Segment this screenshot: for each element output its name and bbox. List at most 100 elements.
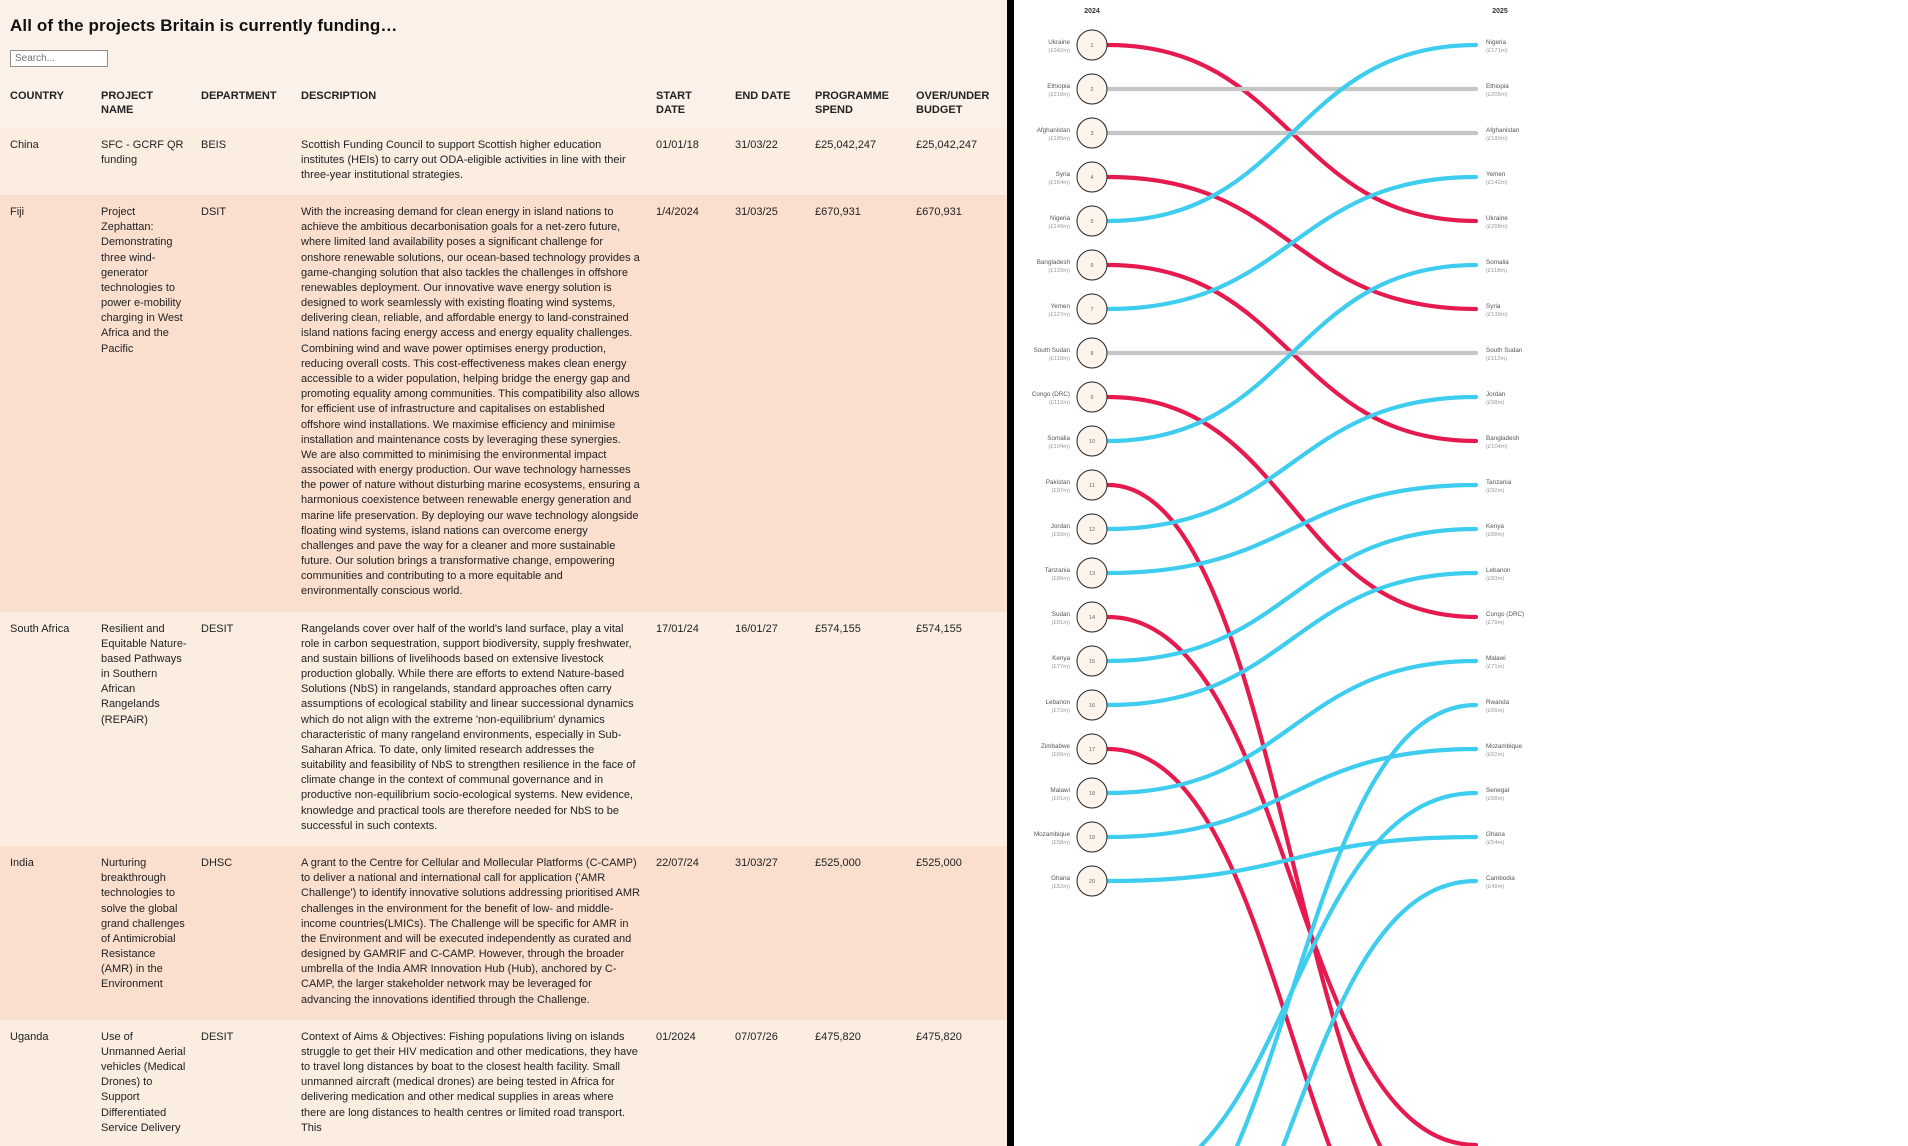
chart-left-label-value: (£112m): [1049, 400, 1070, 406]
chart-link: [1105, 394, 1479, 620]
chart-left-label-value: (£58m): [1052, 840, 1070, 846]
cell-project: Nurturing breakthrough technologies to s…: [101, 856, 185, 991]
chart-link: [1105, 834, 1479, 884]
chart-right-label-name: Ghana: [1486, 831, 1505, 838]
cell-budget: £475,820: [916, 1030, 962, 1043]
chart-right-label-value: (£62m): [1486, 752, 1504, 758]
cell-start: 22/07/24: [656, 856, 699, 869]
col-department: DEPARTMENT: [201, 90, 277, 102]
chart-link: [1105, 746, 1332, 1146]
chart-node-rank: 5: [1090, 219, 1093, 225]
chart-right-label-value: (£98m): [1486, 400, 1504, 406]
chart-left-label-value: (£72m): [1052, 708, 1070, 714]
chart-node[interactable]: [1076, 425, 1108, 457]
chart-left-label-value: (£66m): [1052, 752, 1070, 758]
chart-left-label-value: (£149m): [1048, 224, 1070, 230]
table-row: South Africa Resilient and Equitable Natu…: [0, 611, 1007, 846]
chart-right-label-value: (£54m): [1486, 840, 1504, 846]
chart-right-label-name: Kenya: [1486, 523, 1504, 530]
chart-right-label-value: (£104m): [1486, 444, 1508, 450]
chart-right-label-name: Syria: [1486, 303, 1501, 310]
chart-node[interactable]: [1076, 469, 1108, 501]
col-end-date: END DATE: [735, 90, 791, 102]
chart-right-label-value: (£66m): [1486, 708, 1504, 714]
col-project-name: PROJECT NAME: [101, 90, 153, 117]
chart-node[interactable]: [1076, 821, 1108, 853]
chart-left-label-name: Ghana: [1051, 875, 1070, 882]
chart-left-label-value: (£86m): [1052, 576, 1070, 582]
cell-description: Context of Aims & Objectives: Fishing po…: [301, 1030, 638, 1134]
chart-node[interactable]: [1076, 117, 1108, 149]
cell-description: Rangelands cover over half of the world'…: [301, 622, 636, 832]
cell-spend: £25,042,247: [815, 138, 877, 151]
chart-node-rank: 14: [1089, 615, 1095, 621]
cell-start: 17/01/24: [656, 622, 699, 635]
cell-country: Uganda: [10, 1030, 49, 1043]
chart-node[interactable]: [1076, 513, 1108, 545]
chart-right-label-value: (£205m): [1486, 92, 1508, 98]
chart-link: [1105, 482, 1383, 1146]
chart-node[interactable]: [1076, 557, 1108, 589]
table-row: Fiji Project Zephattan: Demonstrating thr…: [0, 195, 1007, 612]
cell-department: BEIS: [201, 138, 227, 151]
chart-column-left-label: 2024: [1084, 8, 1100, 15]
search-input[interactable]: [10, 50, 108, 67]
chart-right-label-name: Yemen: [1486, 171, 1506, 178]
chart-node[interactable]: [1076, 733, 1108, 765]
chart-node[interactable]: [1076, 249, 1108, 281]
chart-node[interactable]: [1076, 205, 1108, 237]
table-row: India Nurturing breakthrough technologies…: [0, 845, 1007, 1020]
chart-right-label-name: Mozambique: [1486, 743, 1523, 750]
cell-budget: £574,155: [916, 622, 962, 635]
chart-node[interactable]: [1076, 689, 1108, 721]
chart-link: [1280, 878, 1479, 1146]
chart-right-label-value: (£118m): [1486, 268, 1507, 274]
chart-node-rank: 8: [1090, 351, 1093, 357]
chart-right-label-value: (£142m): [1486, 180, 1508, 186]
chart-left-label-value: (£92m): [1052, 532, 1070, 538]
cell-end: 31/03/25: [735, 206, 778, 219]
chart-node[interactable]: [1076, 645, 1108, 677]
cell-country: China: [10, 138, 39, 151]
chart-left-label-name: Bangladesh: [1037, 259, 1071, 266]
chart-right-label-name: Congo (DRC): [1486, 611, 1524, 618]
chart-node[interactable]: [1076, 161, 1108, 193]
cell-end: 07/07/26: [735, 1030, 778, 1043]
cell-spend: £475,820: [815, 1030, 861, 1043]
chart-left-label-value: (£81m): [1052, 620, 1070, 626]
chart-left-label-name: South Sudan: [1034, 347, 1071, 354]
chart-node[interactable]: [1076, 777, 1108, 809]
chart-node-rank: 16: [1089, 703, 1095, 709]
cell-project: Resilient and Equitable Nature-based Pat…: [101, 622, 187, 726]
chart-node[interactable]: [1076, 73, 1108, 105]
chart-right-label-value: (£79m): [1486, 620, 1504, 626]
chart-left-label-name: Jordan: [1051, 523, 1071, 530]
chart-right-label-name: Rwanda: [1486, 699, 1510, 706]
chart-node-rank: 3: [1090, 131, 1093, 137]
chart-node-rank: 19: [1089, 835, 1095, 841]
chart-link: [1105, 658, 1479, 796]
chart-node[interactable]: [1076, 865, 1108, 897]
chart-node[interactable]: [1076, 29, 1108, 61]
chart-right-label-value: (£92m): [1486, 488, 1504, 494]
chart-link: [1105, 394, 1479, 532]
chart-node[interactable]: [1076, 601, 1108, 633]
chart-node[interactable]: [1076, 337, 1108, 369]
chart-right-label-value: (£49m): [1486, 884, 1504, 890]
chart-node-rank: 15: [1089, 659, 1095, 665]
chart-node[interactable]: [1076, 381, 1108, 413]
chart-node-rank: 11: [1089, 483, 1095, 489]
chart-left-label-name: Mozambique: [1034, 831, 1071, 838]
chart-left-label-name: Syria: [1056, 171, 1071, 178]
chart-left-label-value: (£61m): [1052, 796, 1070, 802]
cell-budget: £670,931: [916, 206, 962, 219]
chart-left-label-name: Tanzania: [1045, 567, 1071, 574]
col-over-under-budget: OVER/UNDER BUDGET: [916, 90, 990, 117]
chart-node-rank: 13: [1089, 571, 1095, 577]
cell-department: DSIT: [201, 206, 227, 219]
chart-left-label-value: (£133m): [1048, 268, 1070, 274]
cell-spend: £574,155: [815, 622, 861, 635]
chart-node[interactable]: [1076, 293, 1108, 325]
chart-node-rank: 9: [1090, 395, 1093, 401]
chart-right-label-value: (£298m): [1486, 224, 1508, 230]
